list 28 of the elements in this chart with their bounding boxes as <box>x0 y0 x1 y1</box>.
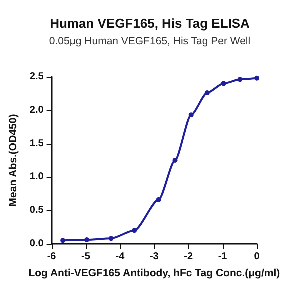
y-tick-label: 0.0 <box>30 238 44 250</box>
x-axis-title: Log Anti-VEGF165 Antibody, hFc Tag Conc.(μg/ml) <box>28 268 280 280</box>
chart-title: Human VEGF165, His Tag ELISA <box>50 16 251 31</box>
y-tick-label: 0.5 <box>30 205 44 216</box>
point <box>156 197 162 202</box>
x-tick-label: -3 <box>150 252 160 262</box>
point <box>221 81 226 86</box>
point <box>188 112 194 118</box>
x-tick-label: -4 <box>116 252 126 262</box>
point <box>254 76 260 81</box>
x-tick-label: -5 <box>82 252 91 262</box>
point <box>60 238 66 244</box>
x-tick-label: 0 <box>254 252 260 262</box>
point <box>238 77 243 82</box>
point <box>172 158 178 163</box>
y-axis-title: Mean Abs.(OD450) <box>8 114 20 207</box>
y-tick-label: 1.5 <box>30 138 44 150</box>
point <box>84 237 90 242</box>
y-tick-label: 1.0 <box>30 172 44 183</box>
point <box>204 90 210 96</box>
point <box>108 236 114 242</box>
x-tick-label: -6 <box>47 252 57 262</box>
x-tick-label: -2 <box>184 252 194 262</box>
y-tick-label: 2.0 <box>30 104 44 116</box>
chart-subtitle: 0.05μg Human VEGF165, His Tag Per Well <box>49 36 251 48</box>
point <box>132 228 138 234</box>
y-tick-label: 2.5 <box>30 72 44 82</box>
x-tick-label: -1 <box>218 252 228 262</box>
